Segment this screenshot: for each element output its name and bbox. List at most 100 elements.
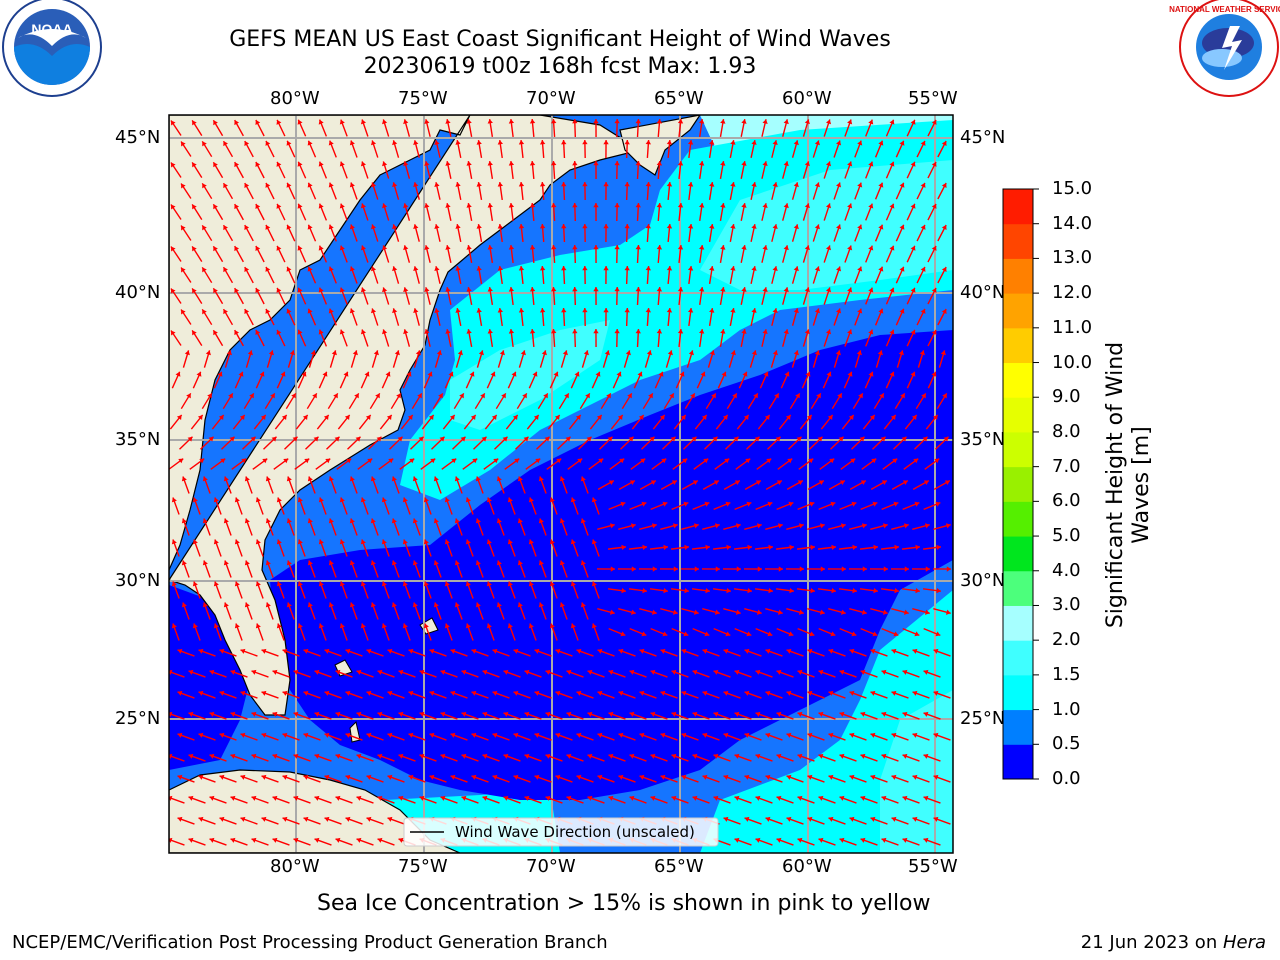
wave-arrow-head bbox=[234, 497, 240, 503]
wave-arrow-head bbox=[366, 648, 372, 654]
wave-arrow-head bbox=[335, 711, 341, 717]
wave-arrow-head bbox=[382, 203, 388, 209]
wave-arrow-head bbox=[424, 161, 430, 166]
wave-arrow-head bbox=[192, 497, 198, 503]
wave-arrow-head bbox=[744, 648, 750, 654]
wave-arrow-head bbox=[671, 795, 677, 801]
wave-arrow-head bbox=[528, 497, 534, 503]
wave-arrow-head bbox=[606, 393, 611, 399]
wave-arrow-head bbox=[624, 182, 630, 187]
wave-arrow-head bbox=[307, 602, 313, 608]
wave-arrow-head bbox=[641, 631, 647, 637]
wave-arrow-head bbox=[753, 393, 758, 399]
wave-arrow-head bbox=[660, 690, 666, 696]
wave-arrow-head bbox=[852, 587, 857, 594]
wave-arrow-head bbox=[862, 566, 867, 572]
wave-arrow-head bbox=[889, 119, 895, 125]
wave-arrow-head bbox=[893, 501, 899, 507]
wave-arrow-head bbox=[684, 544, 689, 551]
wave-arrow-head bbox=[751, 266, 757, 271]
wave-arrow-head bbox=[545, 711, 551, 717]
wave-arrow-head bbox=[429, 648, 435, 654]
wave-arrow-head bbox=[597, 732, 603, 738]
wave-arrow-head bbox=[276, 203, 282, 209]
wave-arrow-head bbox=[508, 119, 515, 124]
wave-arrow-head bbox=[703, 458, 709, 464]
wave-arrow-head bbox=[524, 669, 530, 675]
wave-arrow-head bbox=[486, 623, 492, 629]
wave-arrow-head bbox=[797, 753, 803, 759]
wave-contour-0-0.5 bbox=[169, 330, 953, 853]
wave-arrow-head bbox=[334, 436, 340, 442]
wave-arrow-head bbox=[318, 539, 324, 545]
wave-arrow-head bbox=[213, 162, 218, 168]
wave-arrow-head bbox=[297, 245, 303, 251]
wave-arrow-head bbox=[720, 287, 726, 292]
wave-arrow-head bbox=[223, 602, 229, 608]
graticule bbox=[169, 115, 953, 853]
wave-arrow-head bbox=[639, 648, 645, 654]
wave-arrow-head bbox=[303, 774, 309, 780]
wave-arrow-head bbox=[784, 371, 790, 377]
wave-arrow-head bbox=[487, 161, 493, 166]
lon-label-top-60w: 60°W bbox=[782, 88, 832, 109]
wave-arrow-head bbox=[511, 371, 517, 377]
wave-arrow-head bbox=[265, 560, 271, 566]
colorbar-swatch bbox=[1003, 431, 1033, 468]
wave-arrow-head bbox=[524, 753, 530, 759]
wave-arrow-head bbox=[574, 371, 580, 377]
wave-arrow-head bbox=[902, 711, 908, 717]
colorbar-title: Significant Height of Wind Waves [m] bbox=[1103, 341, 1154, 629]
wave-arrow-head bbox=[549, 539, 555, 545]
wave-arrow-head bbox=[465, 623, 471, 629]
wave-arrow-head bbox=[218, 414, 224, 420]
wave-arrow-head bbox=[339, 623, 345, 629]
colorbar-swatch bbox=[1003, 293, 1033, 329]
wave-arrow-head bbox=[878, 224, 884, 230]
wave-arrow-head bbox=[427, 371, 433, 377]
wave-arrow-head bbox=[356, 795, 362, 801]
wave-arrow-head bbox=[889, 203, 895, 209]
wave-arrow-head bbox=[650, 669, 656, 675]
wave-arrow-head bbox=[640, 458, 646, 464]
wave-arrow-head bbox=[741, 245, 747, 250]
wave-arrow-head bbox=[776, 753, 782, 759]
wave-arrow-head bbox=[799, 566, 804, 572]
wave-arrow-head bbox=[202, 476, 208, 482]
wave-arrow-head bbox=[223, 225, 228, 231]
wave-arrow-head bbox=[261, 774, 267, 780]
wave-arrow-head bbox=[181, 518, 187, 524]
wave-arrow-head bbox=[699, 161, 705, 166]
wave-arrow-head bbox=[314, 795, 320, 801]
wave-arrow-head bbox=[735, 609, 741, 615]
noaa-logo: NOAA bbox=[2, 0, 102, 97]
colorbar-swatch bbox=[1003, 327, 1033, 364]
wave-arrow-head bbox=[286, 182, 292, 188]
wave-arrow-head bbox=[475, 602, 481, 608]
colorbar-tick-label: 15.0 bbox=[1052, 178, 1093, 199]
wave-arrow-head bbox=[793, 140, 799, 146]
wave-arrow-head bbox=[764, 414, 770, 420]
wave-arrow-head bbox=[597, 690, 603, 696]
wave-arrow-head bbox=[629, 795, 635, 801]
wave-arrow-head bbox=[762, 329, 768, 334]
wave-arrow-head bbox=[751, 182, 757, 187]
wave-arrow-head bbox=[202, 602, 208, 608]
colorbar-tick-label: 12.0 bbox=[1052, 282, 1093, 304]
colorbar-tick-label: 2.0 bbox=[1052, 629, 1081, 651]
wave-arrow-head bbox=[839, 711, 845, 717]
wave-arrow-head bbox=[382, 287, 388, 293]
wave-arrow-head bbox=[783, 329, 789, 335]
wave-arrow-head bbox=[381, 497, 387, 503]
wave-arrow-head bbox=[280, 371, 286, 377]
wave-arrow-head bbox=[836, 182, 842, 188]
wave-arrow-head bbox=[883, 566, 888, 572]
wave-arrow-head bbox=[496, 560, 502, 566]
wave-arrow-head bbox=[891, 648, 897, 654]
wave-arrow-head bbox=[314, 711, 320, 717]
wave-arrow-head bbox=[471, 774, 477, 780]
wave-arrow-head bbox=[877, 350, 883, 356]
wave-arrow-head bbox=[412, 476, 418, 482]
wave-arrow-head bbox=[549, 581, 555, 587]
